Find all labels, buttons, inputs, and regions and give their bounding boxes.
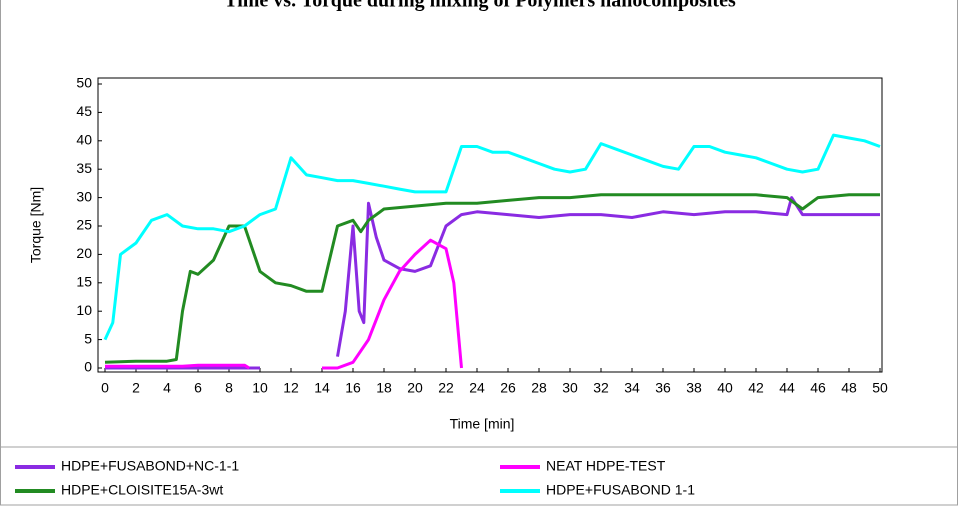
x-tick-label: 18 <box>376 380 392 396</box>
y-tick-label: 15 <box>76 274 92 290</box>
x-tick-label: 4 <box>163 380 171 396</box>
x-tick-label: 32 <box>593 380 609 396</box>
y-tick-label: 25 <box>76 217 92 233</box>
series-line <box>103 133 881 341</box>
y-tick-label: 20 <box>76 245 92 261</box>
y-tick-label: 40 <box>76 132 92 148</box>
x-tick-label: 30 <box>562 380 578 396</box>
x-tick-label: 16 <box>345 380 361 396</box>
x-tick-label: 46 <box>810 380 826 396</box>
x-tick-label: 14 <box>314 380 330 396</box>
y-tick-label: 35 <box>76 160 92 176</box>
plot-area <box>97 77 883 373</box>
legend-label: HDPE+FUSABOND+NC-1-1 <box>61 458 239 474</box>
x-tick-label: 42 <box>748 380 764 396</box>
x-tick-label: 50 <box>872 380 888 396</box>
x-tick-label: 22 <box>438 380 454 396</box>
x-tick-label: 12 <box>283 380 299 396</box>
x-tick-label: 38 <box>686 380 702 396</box>
y-tick-label: 0 <box>84 359 92 375</box>
x-tick-label: 36 <box>655 380 671 396</box>
y-tick-label: 50 <box>76 75 92 91</box>
legend-label: HDPE+CLOISITE15A-3wt <box>61 482 223 498</box>
x-tick-label: 44 <box>779 380 795 396</box>
x-tick-label: 6 <box>194 380 202 396</box>
x-tick-label: 28 <box>531 380 547 396</box>
legend-label: HDPE+FUSABOND 1-1 <box>546 482 695 498</box>
y-axis-label: Torque [Nm] <box>28 187 44 263</box>
x-tick-label: 48 <box>841 380 857 396</box>
legend-label: NEAT HDPE-TEST <box>546 458 666 474</box>
series-line <box>104 193 880 364</box>
x-tick-label: 0 <box>101 380 109 396</box>
x-tick-label: 8 <box>225 380 233 396</box>
y-tick-label: 30 <box>76 188 92 204</box>
chart-title: Time vs. Torque during mixing of Polymer… <box>224 0 736 12</box>
y-tick-label: 10 <box>76 302 92 318</box>
series-line <box>105 196 880 370</box>
y-tick-label: 45 <box>76 103 92 119</box>
x-tick-label: 34 <box>624 380 640 396</box>
x-tick-label: 24 <box>469 380 485 396</box>
series-line <box>105 238 463 370</box>
x-axis-label: Time [min] <box>450 416 515 432</box>
x-tick-label: 40 <box>717 380 733 396</box>
x-tick-label: 10 <box>252 380 268 396</box>
y-tick-label: 5 <box>84 330 92 346</box>
x-tick-label: 2 <box>132 380 140 396</box>
x-tick-label: 26 <box>500 380 516 396</box>
x-tick-label: 20 <box>407 380 423 396</box>
